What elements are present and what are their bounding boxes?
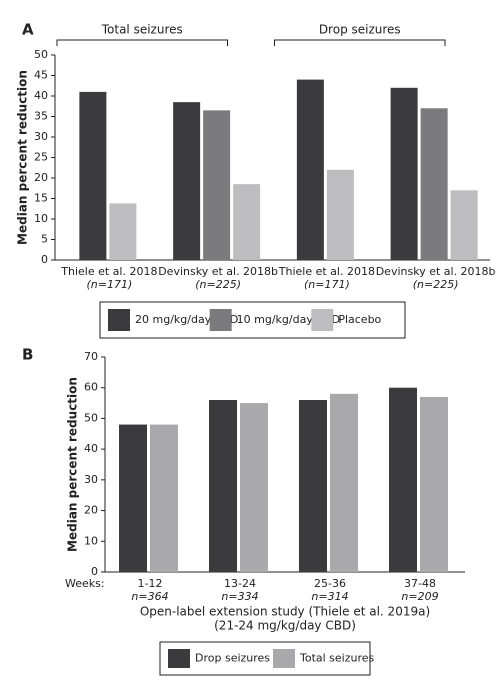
y-tick-label: 10 (34, 212, 48, 225)
legend-box (99, 301, 406, 339)
y-tick-label: 20 (34, 171, 48, 184)
x-tick-sublabel: n=364 (131, 590, 168, 603)
bar (150, 424, 178, 572)
x-tick-label: Thiele et al. 2018 (278, 265, 375, 278)
x-tick-sublabel: (n=171) (86, 278, 132, 291)
x-tick-label: 1-12 (138, 577, 163, 590)
x-axis-label: (21-24 mg/kg/day CBD) (214, 619, 356, 633)
bar (330, 393, 358, 572)
panel-label: B (22, 346, 33, 364)
bar (240, 403, 268, 572)
bar (119, 424, 147, 572)
x-tick-sublabel: (n=171) (304, 278, 350, 291)
y-tick-label: 70 (84, 350, 98, 363)
x-axis-label: Open-label extension study (Thiele et al… (140, 605, 430, 619)
y-tick-label: 30 (34, 130, 48, 143)
x-prefix: Weeks: (65, 577, 105, 590)
y-tick-label: 5 (41, 233, 48, 246)
y-tick-label: 35 (34, 110, 48, 123)
x-tick-label: 13-24 (224, 577, 256, 590)
y-tick-label: 60 (84, 381, 98, 394)
x-tick-label: 37-48 (404, 577, 436, 590)
y-tick-label: 0 (41, 253, 48, 266)
x-tick-sublabel: n=334 (221, 590, 258, 603)
legend-box (159, 641, 371, 676)
bar (450, 190, 478, 260)
legend-swatch (108, 309, 130, 331)
y-tick-label: 0 (91, 565, 98, 578)
legend-label: Drop seizures (195, 652, 270, 665)
bar (296, 79, 324, 260)
x-tick-label: Thiele et al. 2018 (60, 265, 157, 278)
bar (326, 169, 354, 260)
bar (389, 387, 417, 572)
group-label: Total seizures (101, 23, 183, 37)
bar (173, 102, 201, 261)
x-tick-label: 25-36 (314, 577, 346, 590)
x-tick-label: Devinsky et al. 2018b (376, 265, 496, 278)
y-tick-label: 45 (34, 69, 48, 82)
legend-swatch (209, 309, 232, 331)
bar (390, 87, 418, 260)
bar (233, 184, 261, 260)
bar (209, 400, 237, 572)
legend-swatch (168, 649, 190, 668)
legend-label: Total seizures (299, 652, 375, 665)
y-tick-label: 15 (34, 192, 48, 205)
legend-label: Placebo (338, 313, 381, 326)
bar (299, 400, 327, 572)
y-tick-label: 10 (84, 534, 98, 547)
y-tick-label: 40 (84, 442, 98, 455)
bar (420, 396, 448, 572)
y-tick-label: 25 (34, 151, 48, 164)
y-tick-label: 50 (34, 48, 48, 61)
bar (109, 203, 137, 260)
x-tick-label: Devinsky et al. 2018b (158, 265, 278, 278)
legend-swatch (273, 649, 295, 668)
x-tick-sublabel: n=314 (311, 590, 348, 603)
x-tick-sublabel: n=209 (401, 590, 438, 603)
panel-label: A (22, 21, 34, 39)
bar (79, 91, 107, 261)
y-tick-label: 40 (34, 89, 48, 102)
y-tick-label: 20 (84, 504, 98, 517)
x-tick-sublabel: (n=225) (413, 278, 459, 291)
y-axis-label: Median percent reduction (16, 70, 30, 245)
x-tick-sublabel: (n=225) (195, 278, 241, 291)
y-tick-label: 50 (84, 411, 98, 424)
bar (420, 108, 448, 260)
legend-swatch (311, 309, 334, 331)
group-bracket (56, 39, 228, 46)
group-label: Drop seizures (319, 23, 401, 37)
group-bracket (274, 39, 446, 46)
bar (203, 110, 231, 260)
y-tick-label: 30 (84, 473, 98, 486)
y-axis-label: Median percent reduction (66, 377, 80, 552)
